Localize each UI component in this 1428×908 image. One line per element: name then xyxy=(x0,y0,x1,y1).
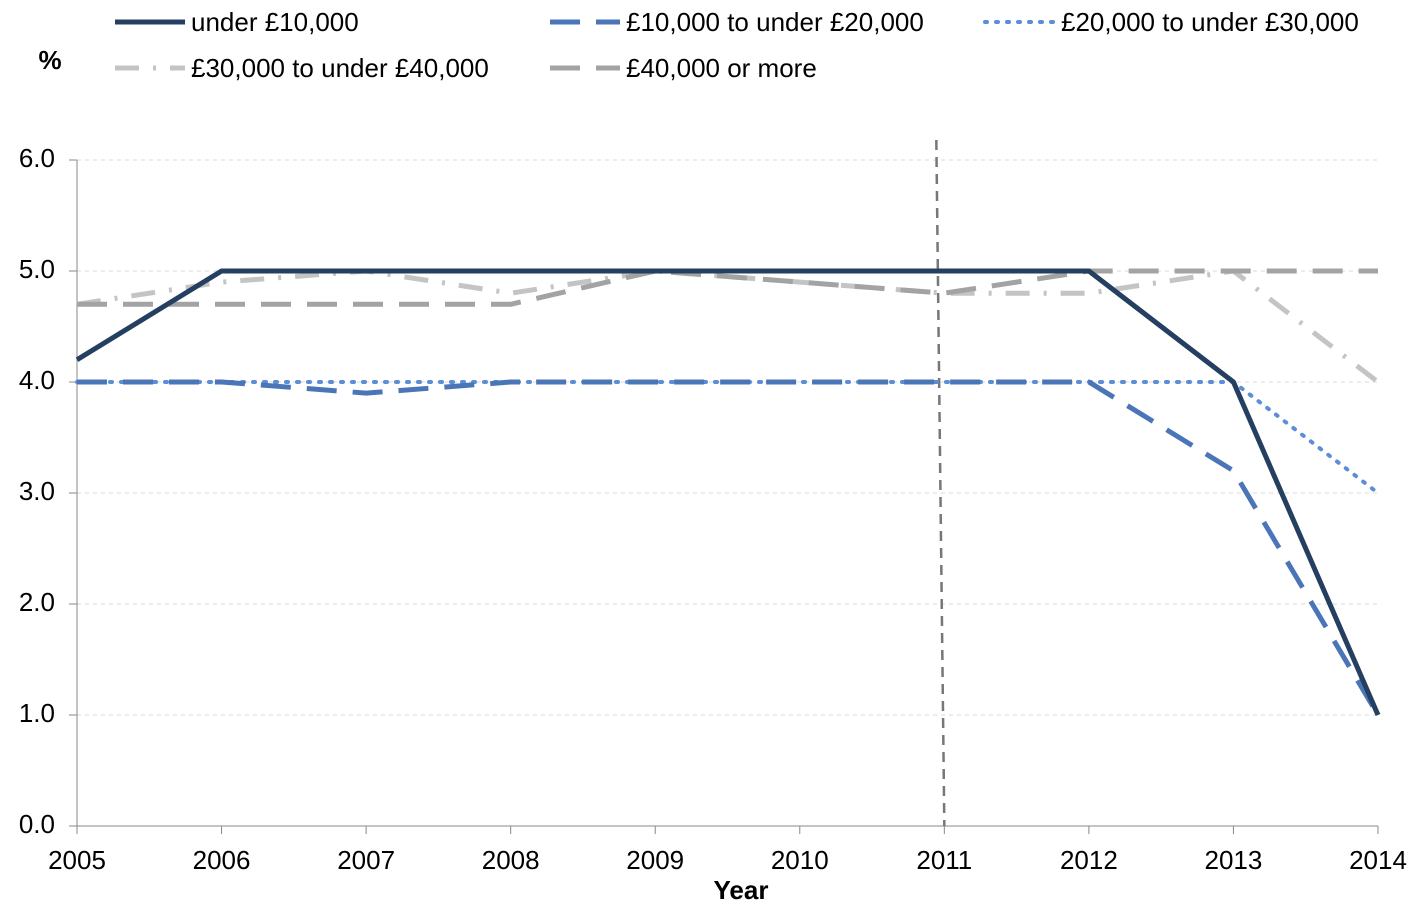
legend-label: £20,000 to under £30,000 xyxy=(1061,7,1359,37)
x-axis-label: Year xyxy=(714,875,769,905)
y-axis-label: % xyxy=(38,45,61,75)
y-tick-label: 1.0 xyxy=(19,698,55,728)
y-tick-label: 5.0 xyxy=(19,254,55,284)
x-tick-label: 2014 xyxy=(1349,845,1407,875)
series-line xyxy=(75,268,1381,716)
y-tick-label: 6.0 xyxy=(19,143,55,173)
x-tick-label: 2005 xyxy=(48,845,106,875)
y-tick-label: 2.0 xyxy=(19,587,55,617)
x-tick-label: 2010 xyxy=(771,845,829,875)
y-tick-label: 3.0 xyxy=(19,476,55,506)
series-line xyxy=(77,268,1378,307)
legend-label: £30,000 to under £40,000 xyxy=(191,53,489,83)
x-tick-label: 2009 xyxy=(626,845,684,875)
y-tick-label: 0.0 xyxy=(19,809,55,839)
x-tick-label: 2013 xyxy=(1205,845,1263,875)
x-tick-label: 2007 xyxy=(337,845,395,875)
x-tick-label: 2012 xyxy=(1060,845,1118,875)
x-tick-label: 2011 xyxy=(916,845,972,875)
x-tick-label: 2006 xyxy=(193,845,251,875)
y-tick-label: 4.0 xyxy=(19,365,55,395)
x-tick-label: 2008 xyxy=(482,845,540,875)
legend-label: under £10,000 xyxy=(191,7,359,37)
series-line xyxy=(77,379,1381,717)
series-line xyxy=(76,268,1380,384)
legend-label: £40,000 or more xyxy=(626,53,817,83)
reference-line xyxy=(935,139,946,827)
legend-label: £10,000 to under £20,000 xyxy=(626,7,924,37)
